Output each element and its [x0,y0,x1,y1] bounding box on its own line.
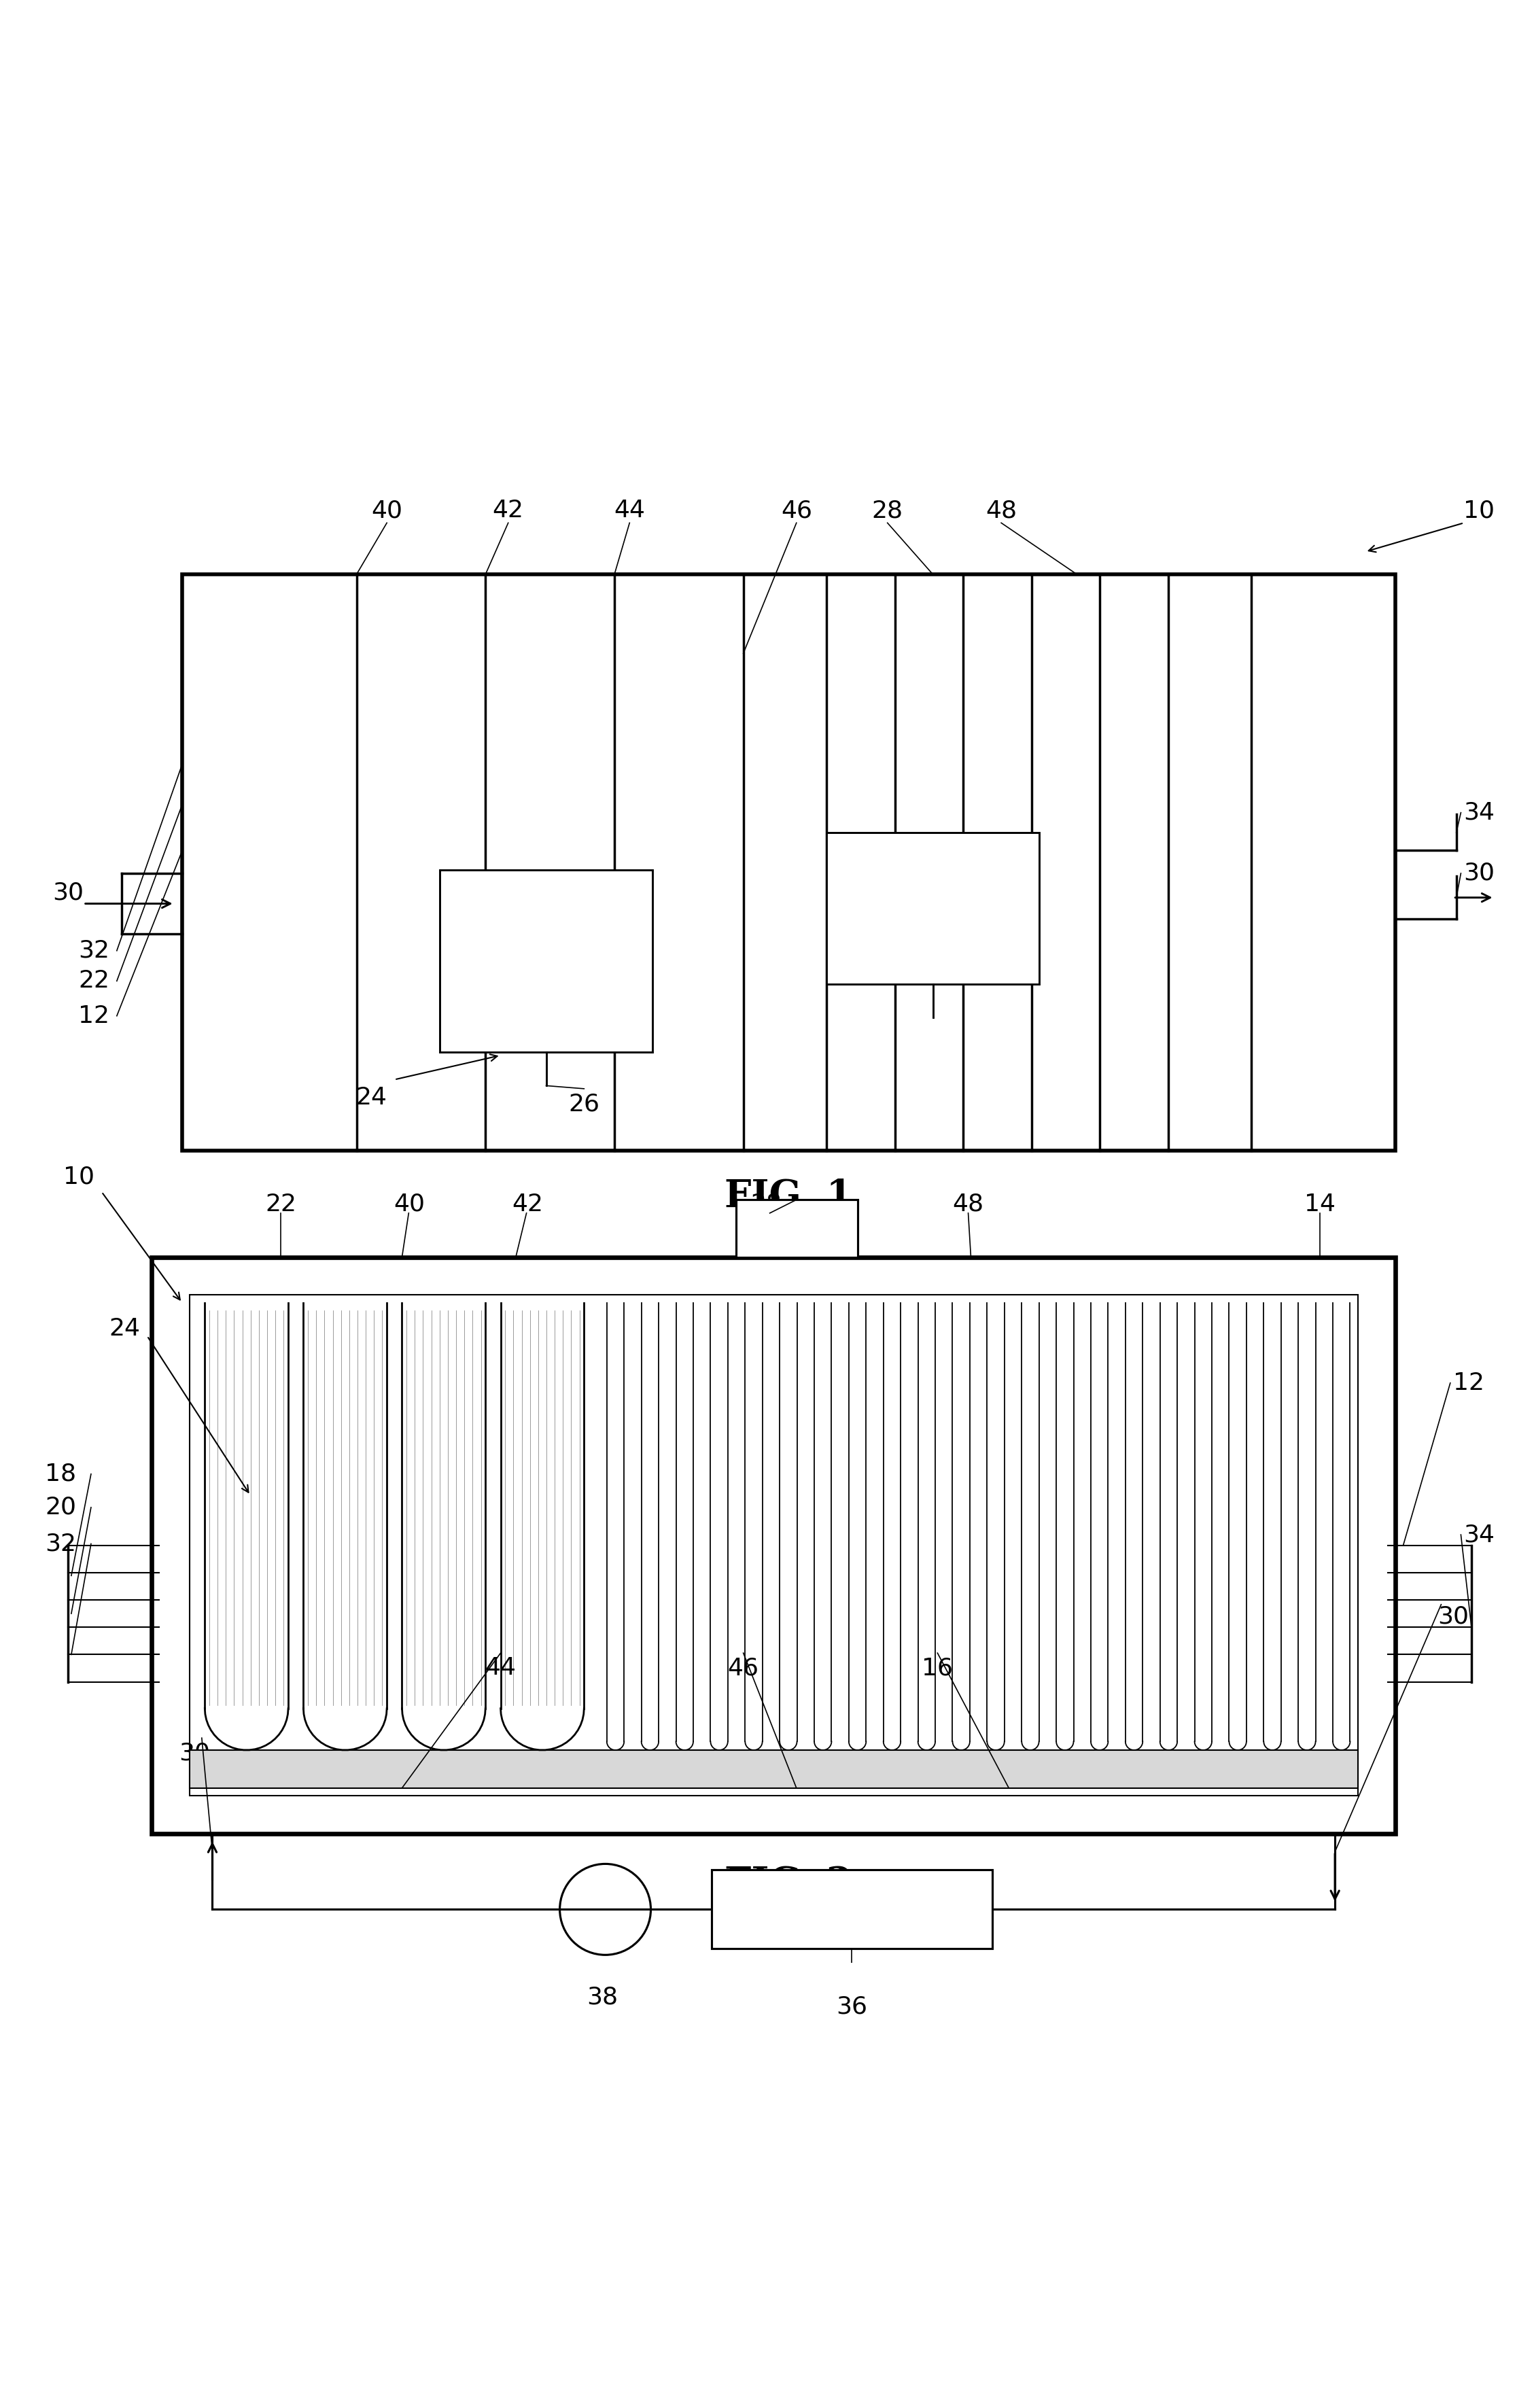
Text: 40: 40 [394,1192,425,1216]
Text: 44: 44 [485,1657,516,1681]
Text: 24: 24 [109,1317,140,1339]
Text: 40: 40 [372,498,402,523]
Text: 30: 30 [179,1741,209,1765]
Text: 22: 22 [265,1192,296,1216]
Text: 30: 30 [1464,862,1494,884]
Text: 30: 30 [1438,1606,1468,1628]
Bar [827,833,1039,985]
Bar [711,1871,992,1948]
Text: 16: 16 [922,1657,953,1681]
Text: 10: 10 [1464,498,1494,523]
Bar [736,1199,857,1257]
Text: 28: 28 [751,1192,781,1216]
Text: 32: 32 [79,939,109,963]
Text: 42: 42 [493,498,523,523]
Text: 48: 48 [953,1192,983,1216]
Text: 10: 10 [64,1165,94,1187]
Bar [190,1296,1358,1796]
Bar [182,576,1396,1151]
Text: 44: 44 [614,498,645,523]
Text: 24: 24 [356,1086,387,1110]
Text: 20: 20 [46,1495,76,1519]
Text: FIG. 2: FIG. 2 [725,1864,853,1902]
Text: 22: 22 [79,970,109,992]
Bar [440,869,652,1052]
Text: 14: 14 [1305,1192,1335,1216]
Text: 18: 18 [46,1462,76,1486]
Text: 46: 46 [781,498,812,523]
Text: 30: 30 [53,881,83,905]
Text: 42: 42 [513,1192,543,1216]
Text: 12: 12 [79,1004,109,1028]
Text: 28: 28 [872,498,903,523]
Text: 34: 34 [1464,1524,1494,1546]
Bar [190,1751,1358,1789]
Text: 48: 48 [986,498,1016,523]
Text: 32: 32 [46,1531,76,1556]
Text: 36: 36 [836,1994,868,2018]
Text: FIG. 1: FIG. 1 [725,1178,853,1216]
Text: 26: 26 [569,1093,599,1115]
Text: 46: 46 [728,1657,758,1681]
Bar [152,1257,1396,1832]
Text: 38: 38 [587,1987,617,2008]
Text: 12: 12 [1453,1373,1484,1394]
Text: 34: 34 [1464,802,1494,824]
